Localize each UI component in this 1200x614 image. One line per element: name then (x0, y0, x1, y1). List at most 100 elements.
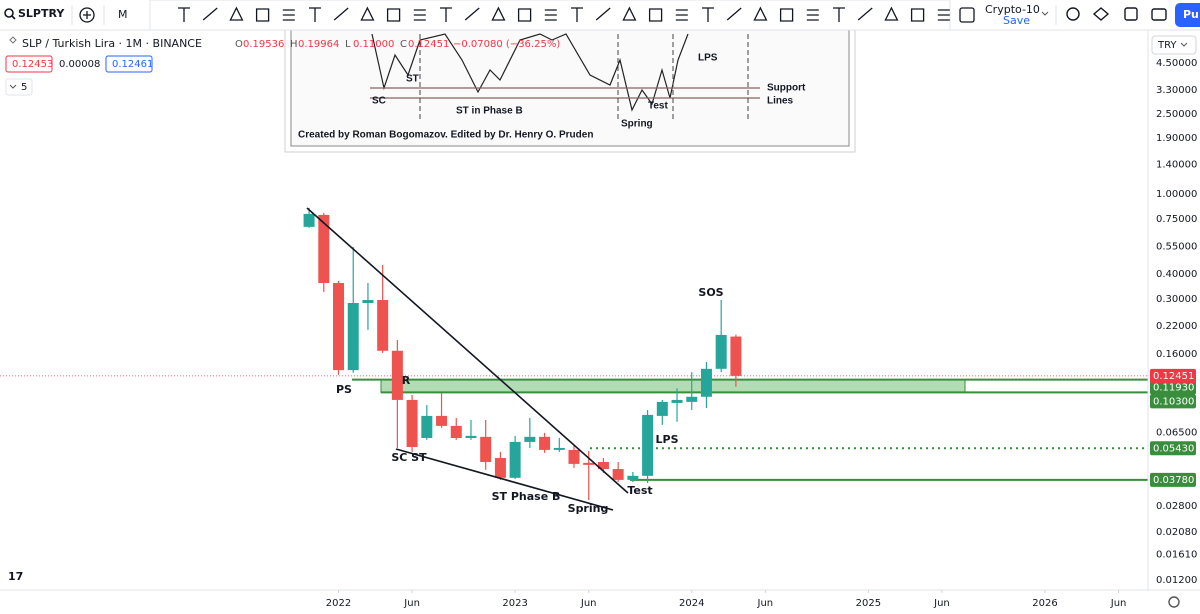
annotation: ST Phase B (492, 490, 561, 503)
interval[interactable]: M (118, 8, 128, 21)
candle-body (597, 461, 609, 470)
indicators-button[interactable] (5, 78, 33, 96)
y-tick-label: 0.01200 (1156, 575, 1197, 586)
chart-area (0, 62, 1152, 581)
tool-icon[interactable] (779, 8, 794, 22)
plus (83, 11, 91, 19)
tool-icon[interactable] (648, 8, 663, 22)
candle-body (333, 282, 345, 371)
tool-icon[interactable] (571, 7, 583, 22)
inset-label: Test (648, 101, 668, 112)
collapse-icon[interactable] (9, 36, 17, 44)
tool-icon[interactable] (595, 7, 611, 21)
tool-icon[interactable] (309, 7, 321, 22)
fullscreen-icon[interactable] (1124, 7, 1138, 21)
ohlc-key: C (400, 39, 407, 50)
inset-label: ST in Phase B (456, 106, 523, 117)
tool-icon[interactable] (178, 7, 190, 22)
tool-icon[interactable] (622, 6, 637, 21)
ask-box[interactable] (105, 55, 153, 73)
compare-button[interactable] (79, 7, 95, 23)
bid-box[interactable] (5, 55, 53, 73)
settings-icon[interactable] (1092, 7, 1110, 21)
spread: 0.00008 (59, 59, 100, 70)
annotation: Spring (568, 502, 609, 515)
candle-body (494, 457, 506, 478)
tool-icon[interactable] (255, 8, 270, 22)
level-price-box (1150, 394, 1196, 409)
tool-icon[interactable] (464, 7, 480, 21)
bid: 0.12453 (12, 59, 53, 70)
tool-icon[interactable] (386, 8, 401, 22)
tool-icon[interactable] (884, 6, 899, 21)
candle-body (656, 401, 668, 416)
settings-icon[interactable] (1168, 596, 1180, 608)
annotation: SC ST (391, 451, 427, 464)
y-tick-label: 0.16000 (1156, 349, 1197, 360)
candle-body (627, 475, 639, 480)
y-tick-label: 1.40000 (1156, 160, 1197, 171)
tool-icon[interactable] (517, 8, 532, 22)
x-tick-label: Jun (1110, 598, 1127, 609)
x-tick-label: 2024 (679, 598, 704, 609)
y-tick-label: 0.01610 (1156, 549, 1197, 560)
publish-button[interactable] (1175, 3, 1200, 27)
candle-body (583, 462, 595, 465)
alert-icon[interactable] (1066, 7, 1080, 21)
tool-icon[interactable] (833, 7, 845, 22)
tool-icon[interactable] (702, 7, 714, 22)
currency: TRY (1157, 40, 1177, 51)
candle-body (671, 399, 683, 403)
symbol[interactable]: SLPTRY (18, 7, 65, 20)
layout-icon[interactable] (959, 7, 975, 23)
candle-body (391, 350, 403, 400)
ohlc-key: L (345, 39, 351, 50)
tool-icon[interactable] (937, 9, 950, 21)
tool-icon[interactable] (229, 6, 244, 21)
y-tick-label: 2.50000 (1156, 109, 1197, 120)
x-tick-label: Jun (580, 598, 597, 609)
level-price-label: 0.05430 (1153, 443, 1194, 454)
tool-icon[interactable] (857, 7, 873, 21)
tool-icon[interactable] (544, 9, 557, 21)
tool-icon[interactable] (491, 6, 506, 21)
x-tick-label: Jun (403, 598, 420, 609)
candle-body (362, 300, 374, 304)
snapshot-icon[interactable] (1151, 8, 1167, 21)
search-icon[interactable] (4, 8, 14, 18)
y-tick-label: 0.22000 (1156, 321, 1197, 332)
tool-icon[interactable] (726, 7, 742, 21)
search-icon (11, 15, 16, 20)
tool-icon[interactable] (440, 7, 452, 22)
layout-name[interactable]: Crypto-10 (985, 3, 1040, 16)
y-tick-label: 3.30000 (1156, 85, 1197, 96)
candle-body (421, 415, 433, 438)
tool-icon[interactable] (360, 6, 375, 21)
y-tick-label: 4.50000 (1156, 58, 1197, 69)
tool-icon[interactable] (413, 9, 426, 21)
tool-icon[interactable] (753, 6, 768, 21)
level-price-box (1150, 380, 1196, 395)
save-label[interactable]: Save (1003, 14, 1030, 27)
candle-body (715, 334, 727, 369)
inset-label: Support (767, 83, 806, 94)
x-tick-label: Jun (933, 598, 950, 609)
inset-label: LPS (698, 53, 718, 64)
ohlc-value: 0.11000 (353, 39, 394, 50)
currency-button[interactable] (1151, 35, 1197, 55)
trendline (306, 207, 629, 494)
tool-icon[interactable] (202, 7, 218, 21)
tool-icon[interactable] (282, 9, 295, 21)
annotation: R (402, 374, 411, 387)
drawing-tools (178, 6, 950, 22)
level-price-box (1150, 441, 1196, 456)
candle-body (524, 436, 536, 442)
annotation: PS (336, 383, 352, 396)
tool-icon[interactable] (675, 9, 688, 21)
tool-icon[interactable] (806, 9, 819, 21)
tool-icon[interactable] (333, 7, 349, 21)
candle-body (318, 214, 330, 283)
candle-body (539, 436, 551, 450)
x-tick-label: 2023 (502, 598, 527, 609)
tool-icon[interactable] (910, 8, 925, 22)
